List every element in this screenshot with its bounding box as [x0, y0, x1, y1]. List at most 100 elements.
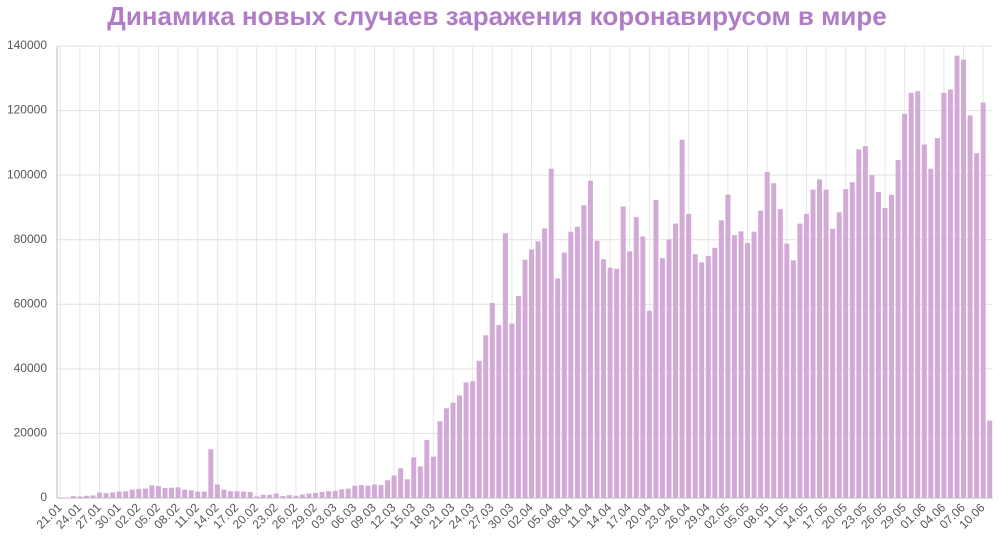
bar [496, 324, 502, 498]
bar [522, 259, 528, 498]
bar [241, 491, 247, 498]
bar [299, 494, 305, 498]
bar [889, 194, 895, 498]
bar [417, 466, 423, 498]
bar [784, 243, 790, 498]
bar [843, 189, 849, 499]
bar [286, 495, 292, 498]
bar [980, 102, 986, 498]
y-tick-label: 0 [40, 490, 47, 504]
bar [751, 231, 757, 498]
bar [561, 252, 567, 498]
bar [195, 491, 201, 498]
bar [568, 231, 574, 498]
bar [254, 496, 260, 498]
bar [921, 144, 927, 498]
bar [712, 247, 718, 498]
bar [659, 258, 665, 498]
y-tick-label: 60000 [14, 296, 48, 310]
bar [509, 323, 515, 498]
bar [365, 485, 371, 498]
bar [457, 395, 463, 498]
bar [463, 382, 469, 498]
bar [627, 251, 633, 498]
bar [267, 494, 273, 498]
bar [450, 402, 456, 498]
bar [502, 233, 508, 498]
bar [326, 491, 332, 498]
bar [790, 260, 796, 498]
bar [319, 491, 325, 498]
bar [869, 175, 875, 498]
bar [967, 115, 973, 499]
bar [915, 91, 921, 498]
bar [476, 360, 482, 498]
bar [856, 149, 862, 499]
bar [358, 485, 364, 498]
bar [515, 295, 521, 498]
bar [332, 490, 338, 498]
bar [803, 213, 809, 498]
bar [214, 484, 220, 498]
bar [810, 189, 816, 498]
bar [731, 235, 737, 499]
bar [764, 171, 770, 498]
bar [470, 381, 476, 498]
bar [823, 189, 829, 498]
bar [895, 159, 901, 498]
bar [974, 153, 980, 498]
bar [987, 420, 993, 498]
bar [142, 488, 148, 498]
bar [758, 210, 764, 498]
bar [745, 242, 751, 498]
bar [902, 113, 908, 499]
bar [234, 491, 240, 498]
bar [620, 206, 626, 498]
bar [797, 223, 803, 499]
chart-title: Динамика новых случаев заражения коронав… [107, 1, 886, 31]
bar [260, 494, 266, 498]
bar [437, 421, 443, 498]
bar [273, 493, 279, 498]
bar [247, 491, 253, 498]
y-tick-label: 120000 [7, 103, 47, 117]
bar [908, 92, 914, 499]
bar [430, 456, 436, 498]
bar [123, 491, 129, 498]
y-tick-label: 20000 [14, 426, 48, 440]
bar [136, 488, 142, 498]
bar [201, 491, 207, 498]
bar [836, 212, 842, 498]
bar [947, 89, 953, 498]
bar [385, 480, 391, 498]
bar [581, 205, 587, 498]
bar [601, 259, 607, 498]
bar [725, 194, 731, 498]
bar [175, 487, 181, 498]
bar [489, 302, 495, 498]
bar [849, 182, 855, 498]
bar [182, 489, 188, 498]
bar [162, 487, 168, 498]
bar [110, 492, 116, 498]
y-tick-label: 100000 [7, 167, 47, 181]
bar [398, 468, 404, 498]
bar [345, 488, 351, 498]
bar [424, 439, 430, 498]
bar [411, 457, 417, 498]
bar [928, 168, 934, 498]
bar [555, 278, 561, 498]
bar [188, 490, 194, 498]
bar [934, 138, 940, 498]
y-tick-label: 140000 [7, 38, 47, 52]
bar [653, 200, 659, 498]
bar [227, 491, 233, 498]
bar [614, 268, 620, 498]
bar [587, 180, 593, 499]
bar [313, 492, 319, 498]
y-tick-label: 40000 [14, 361, 48, 375]
bar [692, 254, 698, 498]
bar [817, 179, 823, 498]
bar [83, 495, 89, 498]
